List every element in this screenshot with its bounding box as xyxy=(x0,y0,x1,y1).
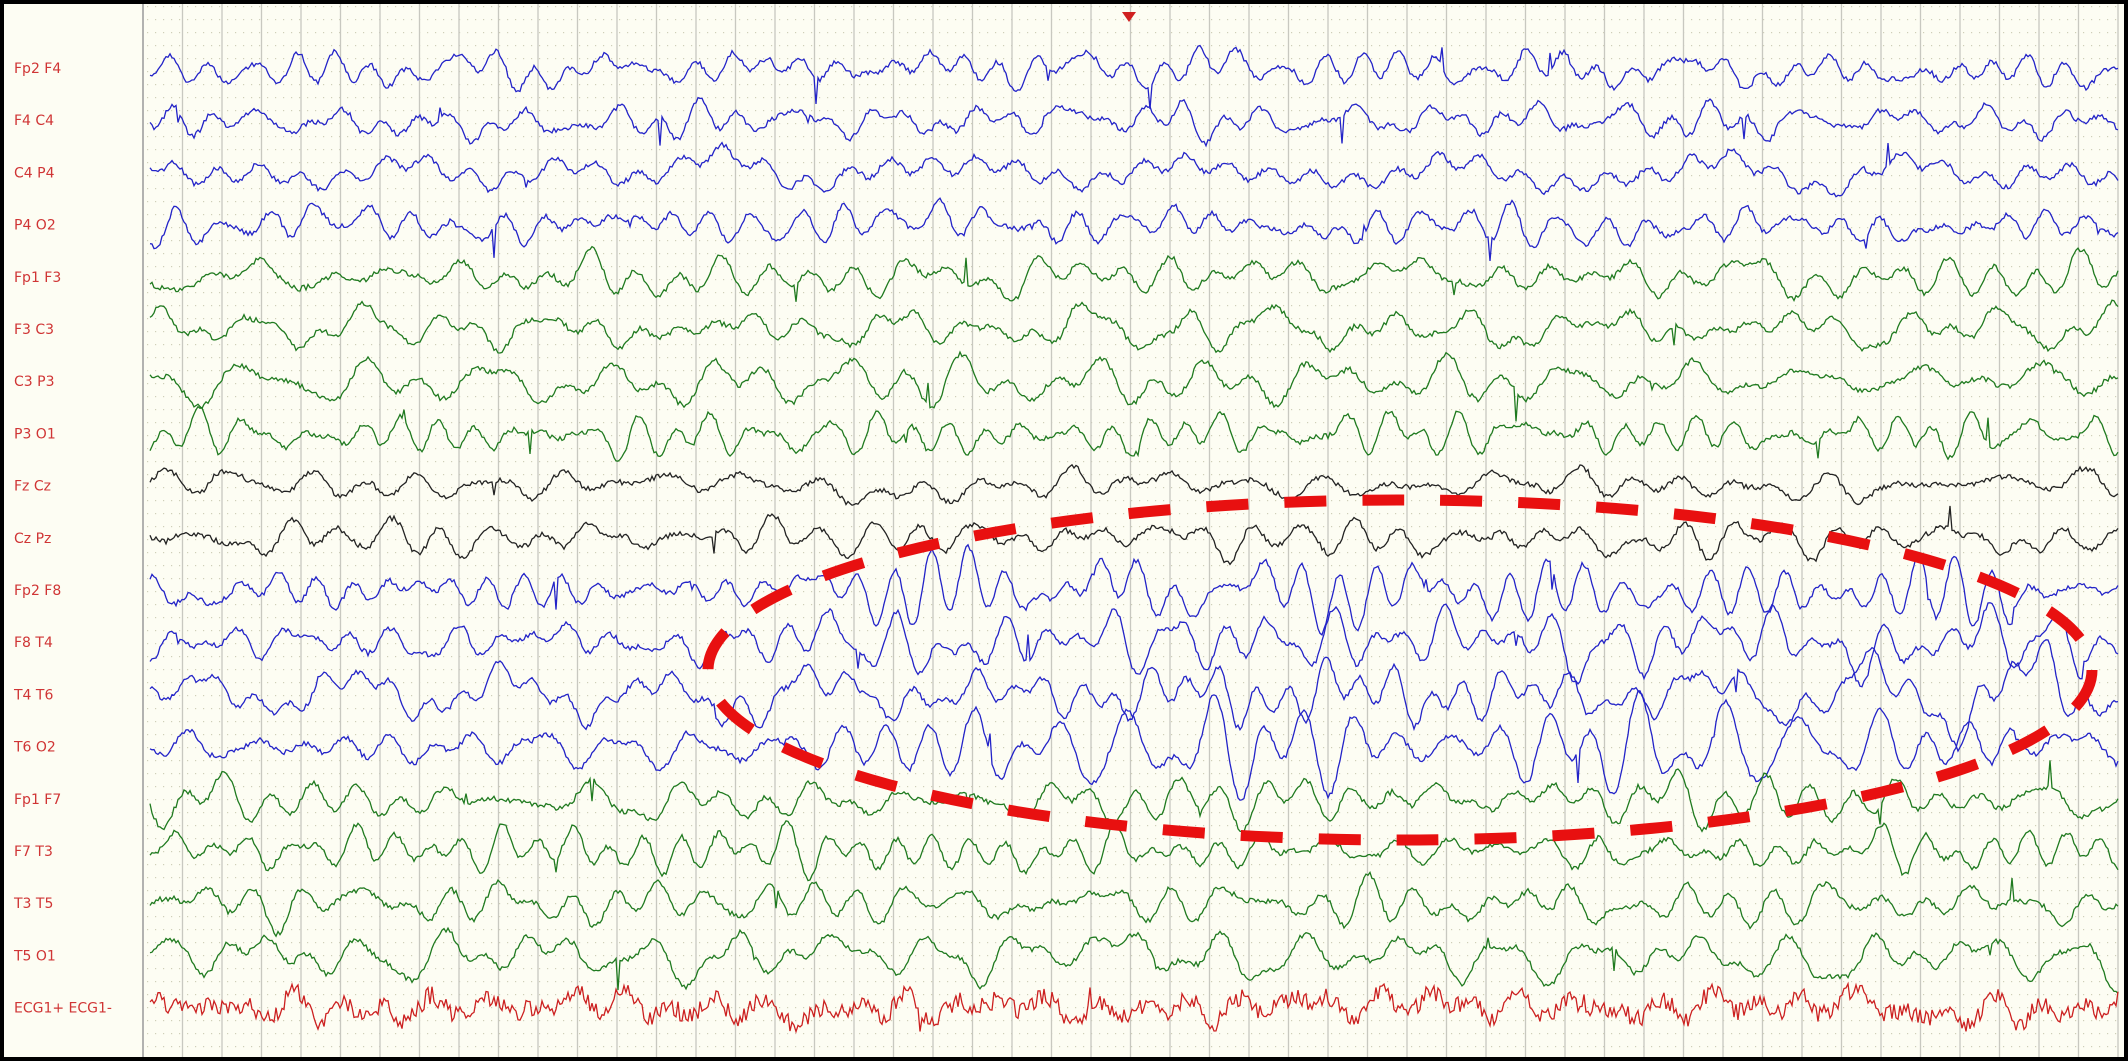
eeg-trace xyxy=(149,96,2119,148)
eeg-trace xyxy=(149,197,2119,262)
cursor-marker xyxy=(1122,12,1136,22)
eeg-trace xyxy=(149,463,2119,506)
channel-label: ECG1+ ECG1- xyxy=(14,1001,112,1017)
channel-label: Fp2 F8 xyxy=(14,583,61,599)
channel-label: Fp1 F3 xyxy=(14,270,61,286)
channel-label: T6 O2 xyxy=(13,740,56,756)
eeg-trace xyxy=(149,350,2119,422)
channel-label: C4 P4 xyxy=(14,165,55,181)
channel-label: Fp2 F4 xyxy=(14,61,61,77)
highlight-ellipse xyxy=(702,494,2098,846)
channel-label: Fz Cz xyxy=(14,479,51,495)
eeg-trace xyxy=(149,602,2119,688)
channel-label: Cz Pz xyxy=(14,531,51,547)
eeg-trace xyxy=(149,141,2119,198)
eeg-trace xyxy=(149,543,2119,636)
channel-label: T3 T5 xyxy=(13,896,53,912)
channel-label: P4 O2 xyxy=(14,218,56,234)
eeg-trace xyxy=(149,870,2119,938)
dotted-grid xyxy=(143,4,2123,1057)
channel-label: F3 C3 xyxy=(14,322,54,338)
channel-label: T4 T6 xyxy=(13,687,53,703)
eeg-trace xyxy=(149,639,2119,753)
channel-label: Fp1 F7 xyxy=(14,792,61,808)
eeg-trace xyxy=(149,299,2119,354)
eeg-trace xyxy=(149,981,2119,1034)
eeg-trace xyxy=(149,690,2119,801)
channel-label: T5 O1 xyxy=(13,948,56,964)
eeg-trace xyxy=(149,245,2119,303)
eeg-trace xyxy=(149,405,2119,462)
eeg-trace xyxy=(149,820,2119,882)
channel-label: F7 T3 xyxy=(14,844,53,860)
eeg-trace xyxy=(149,44,2119,110)
channel-labels: Fp2 F4 F4 C4 C4 P4 P4 O2 Fp1 F3 F3 C3 C3 P3 P3 … xyxy=(13,61,112,1017)
channel-label: C3 P3 xyxy=(14,374,54,390)
channel-label: F4 C4 xyxy=(14,113,54,129)
eeg-trace xyxy=(149,926,2119,994)
channel-label: P3 O1 xyxy=(14,426,56,442)
eeg-trace xyxy=(149,760,2119,833)
channel-label: F8 T4 xyxy=(14,635,53,651)
traces xyxy=(149,44,2119,1034)
